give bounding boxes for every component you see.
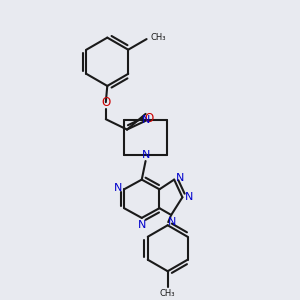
- Text: N: N: [141, 115, 150, 125]
- Text: N: N: [168, 217, 177, 227]
- Text: N: N: [141, 150, 150, 160]
- Text: N: N: [176, 173, 184, 183]
- Text: O: O: [101, 96, 110, 109]
- Text: O: O: [144, 112, 153, 125]
- Text: N: N: [185, 192, 194, 202]
- Text: N: N: [113, 183, 122, 193]
- Text: CH₃: CH₃: [150, 33, 166, 42]
- Text: CH₃: CH₃: [160, 289, 176, 298]
- Text: N: N: [138, 220, 146, 230]
